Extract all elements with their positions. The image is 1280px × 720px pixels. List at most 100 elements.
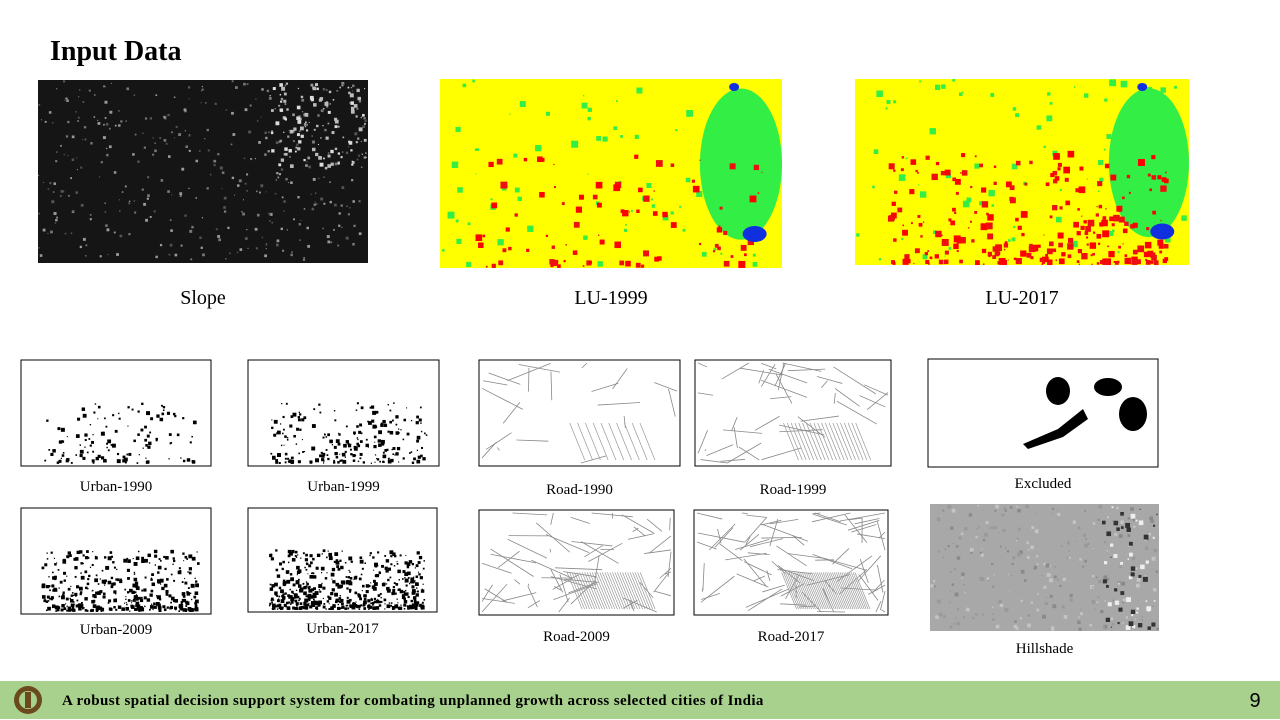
speck <box>374 582 378 586</box>
road <box>832 548 850 565</box>
speck <box>894 190 898 194</box>
speck <box>941 84 946 89</box>
speck <box>151 582 156 587</box>
speck <box>72 594 75 597</box>
speck <box>154 564 157 566</box>
speck <box>103 458 107 463</box>
speck <box>290 253 293 257</box>
speck <box>275 459 278 462</box>
speck <box>885 107 888 110</box>
speck <box>377 574 380 577</box>
speck <box>1095 576 1098 579</box>
speck <box>1020 211 1028 218</box>
speck <box>303 601 307 605</box>
speck <box>1029 160 1033 165</box>
speck <box>386 586 390 591</box>
speck <box>1096 601 1099 604</box>
speck <box>1050 173 1055 178</box>
speck <box>1067 254 1072 259</box>
speck <box>50 452 54 456</box>
speck <box>357 444 361 448</box>
speck <box>696 190 703 198</box>
speck <box>1057 512 1061 516</box>
speck <box>312 177 316 181</box>
speck <box>62 593 65 596</box>
speck <box>146 411 151 416</box>
speck <box>754 214 759 219</box>
speck <box>373 569 375 571</box>
speck <box>947 544 950 548</box>
speck <box>949 591 952 593</box>
speck <box>284 84 287 87</box>
road <box>580 455 607 464</box>
panel-caption: LU-1999 <box>574 287 647 309</box>
speck <box>59 195 62 197</box>
speck <box>402 570 406 574</box>
speck <box>70 585 72 587</box>
speck <box>365 443 369 448</box>
speck <box>340 565 344 570</box>
speck <box>935 161 940 166</box>
speck <box>923 221 925 223</box>
speck <box>175 125 178 128</box>
road <box>623 415 626 429</box>
speck <box>398 428 400 430</box>
speck <box>157 580 161 584</box>
speck <box>53 557 56 559</box>
road <box>824 572 841 610</box>
speck <box>347 607 350 610</box>
speck <box>227 226 230 230</box>
speck <box>301 111 304 113</box>
road <box>507 363 551 382</box>
speck <box>42 181 44 183</box>
speck <box>381 564 384 568</box>
speck <box>1120 591 1125 595</box>
speck <box>181 592 186 596</box>
speck <box>345 576 348 578</box>
speck <box>271 584 275 588</box>
speck <box>324 128 327 132</box>
speck <box>920 235 923 238</box>
speck <box>1147 538 1149 541</box>
speck <box>599 239 605 245</box>
speck <box>88 574 91 578</box>
speck <box>981 613 984 616</box>
road <box>841 587 878 591</box>
speck <box>1135 583 1140 588</box>
speck <box>121 607 125 611</box>
speck <box>332 99 335 101</box>
speck <box>354 132 358 136</box>
speck <box>281 196 284 199</box>
road <box>648 535 672 554</box>
road <box>616 422 632 461</box>
speck <box>329 103 331 105</box>
speck <box>467 222 471 226</box>
speck <box>353 579 355 581</box>
speck <box>290 579 293 582</box>
speck <box>410 599 413 603</box>
speck <box>206 128 209 132</box>
road <box>490 553 537 564</box>
speck <box>107 602 110 604</box>
speck <box>363 138 367 142</box>
speck <box>46 419 49 422</box>
speck <box>158 598 162 601</box>
speck <box>1126 597 1131 603</box>
road <box>794 422 811 461</box>
speck <box>319 97 324 101</box>
speck <box>311 135 313 137</box>
speck <box>348 588 352 592</box>
speck <box>925 259 930 264</box>
speck <box>94 94 96 96</box>
speck <box>414 607 418 610</box>
road <box>780 603 807 606</box>
speck <box>191 225 194 229</box>
road <box>840 422 856 461</box>
speck <box>112 414 115 417</box>
speck <box>145 457 147 459</box>
road <box>852 572 869 610</box>
speck <box>625 260 631 267</box>
speck <box>412 596 417 600</box>
speck <box>1059 189 1062 192</box>
speck <box>1150 199 1157 206</box>
